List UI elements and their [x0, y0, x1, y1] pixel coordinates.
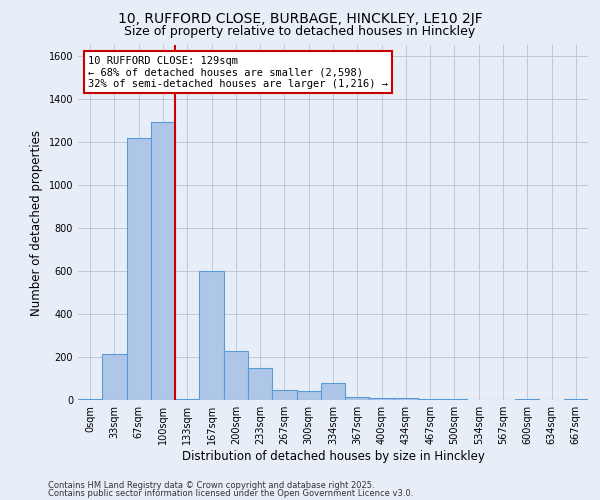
Text: 10, RUFFORD CLOSE, BURBAGE, HINCKLEY, LE10 2JF: 10, RUFFORD CLOSE, BURBAGE, HINCKLEY, LE… [118, 12, 482, 26]
Bar [442, 399, 467, 400]
Bar [175, 399, 199, 400]
Bar [418, 399, 442, 400]
Bar [345, 397, 370, 400]
Bar [199, 271, 224, 400]
Bar [78, 399, 102, 400]
Bar [151, 122, 175, 400]
Bar [127, 138, 151, 400]
X-axis label: Distribution of detached houses by size in Hinckley: Distribution of detached houses by size … [182, 450, 484, 463]
Bar [102, 354, 127, 400]
Y-axis label: Number of detached properties: Number of detached properties [30, 130, 43, 316]
Bar [321, 383, 345, 400]
Text: 10 RUFFORD CLOSE: 129sqm
← 68% of detached houses are smaller (2,598)
32% of sem: 10 RUFFORD CLOSE: 129sqm ← 68% of detach… [88, 56, 388, 89]
Bar [515, 399, 539, 400]
Bar [248, 368, 272, 400]
Bar [370, 398, 394, 400]
Bar [394, 398, 418, 400]
Bar [564, 399, 588, 400]
Text: Size of property relative to detached houses in Hinckley: Size of property relative to detached ho… [124, 25, 476, 38]
Bar [272, 390, 296, 400]
Bar [224, 350, 248, 400]
Text: Contains public sector information licensed under the Open Government Licence v3: Contains public sector information licen… [48, 488, 413, 498]
Bar [296, 392, 321, 400]
Text: Contains HM Land Registry data © Crown copyright and database right 2025.: Contains HM Land Registry data © Crown c… [48, 481, 374, 490]
